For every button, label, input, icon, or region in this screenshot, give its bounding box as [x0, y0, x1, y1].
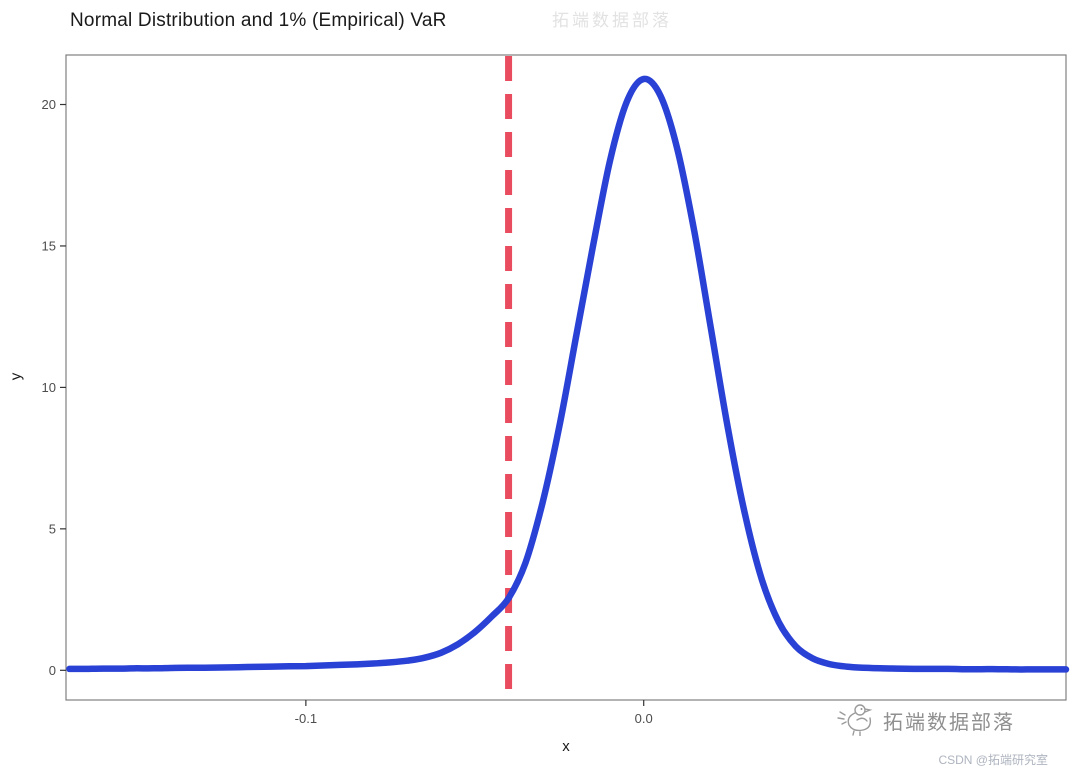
y-tick-label: 0 [49, 663, 56, 678]
y-axis-label: y [7, 372, 25, 381]
density-curve [66, 75, 1070, 673]
watermark-brand: 拓端数据部落 [883, 712, 1015, 734]
watermark: 拓端数据部落 [836, 700, 1015, 741]
y-tick-label: 20 [42, 97, 56, 112]
x-axis-label: x [562, 738, 570, 755]
chart-title: Normal Distribution and 1% (Empirical) V… [70, 10, 447, 31]
y-tick-label: 10 [42, 380, 56, 395]
y-tick-label: 5 [49, 521, 56, 536]
x-tick-label: -0.1 [295, 711, 317, 726]
watermark-credit: CSDN @拓端研究室 [938, 753, 1048, 767]
bird-logo-icon [836, 700, 878, 741]
x-tick-label: 0.0 [635, 711, 653, 726]
y-tick-label: 15 [42, 238, 56, 253]
